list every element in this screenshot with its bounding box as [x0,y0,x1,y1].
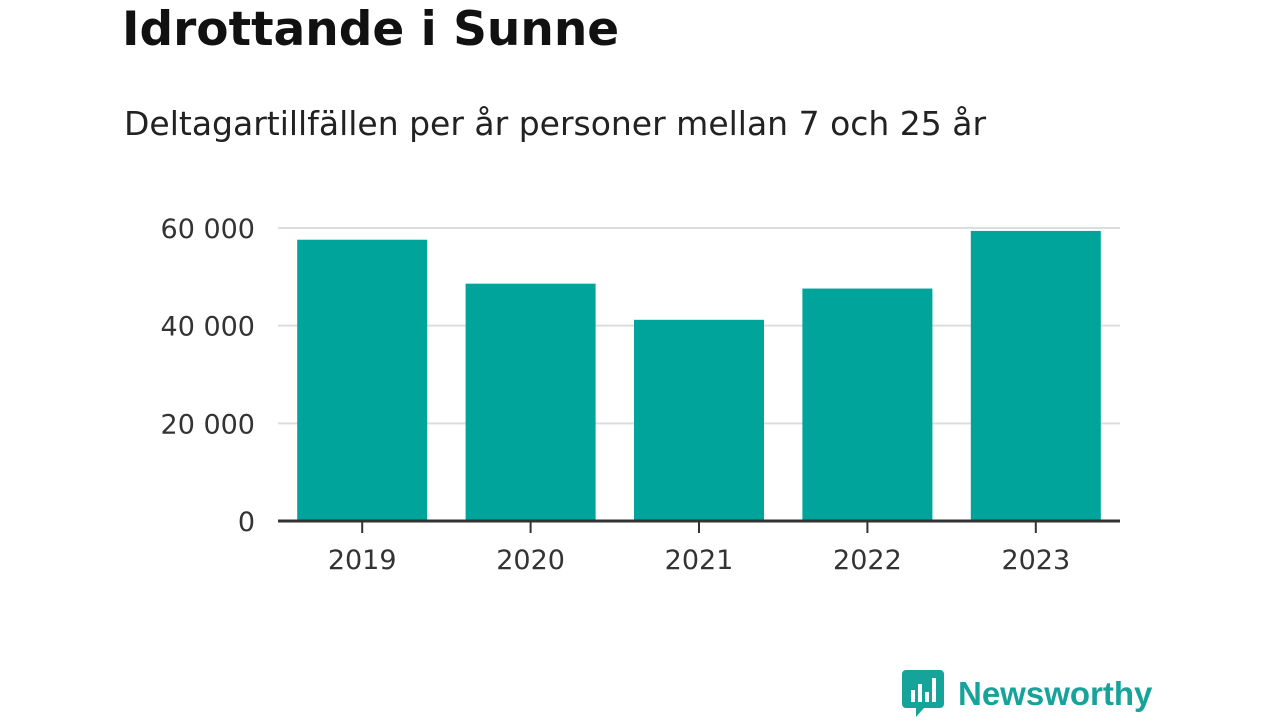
x-tick-label: 2022 [833,545,902,576]
chart-subtitle: Deltagartillfällen per år personer mella… [124,104,987,143]
y-tick-label: 20 000 [161,409,255,440]
x-tick-label: 2023 [1001,545,1070,576]
bar [970,230,1101,521]
brand-logo: Newsworthy [902,670,1152,718]
bar [297,239,428,521]
chart-title: Idrottande i Sunne [122,2,620,57]
y-tick-label: 0 [238,507,255,538]
newsworthy-logo-icon [902,670,944,717]
x-tick-label: 2021 [665,545,734,576]
bar [634,319,764,521]
x-tick-label: 2019 [328,545,397,576]
bar [465,283,596,521]
brand-name: Newsworthy [958,675,1153,712]
bar [802,288,933,521]
x-tick-label: 2020 [496,545,565,576]
y-tick-label: 40 000 [161,312,255,343]
y-tick-label: 60 000 [161,214,255,245]
